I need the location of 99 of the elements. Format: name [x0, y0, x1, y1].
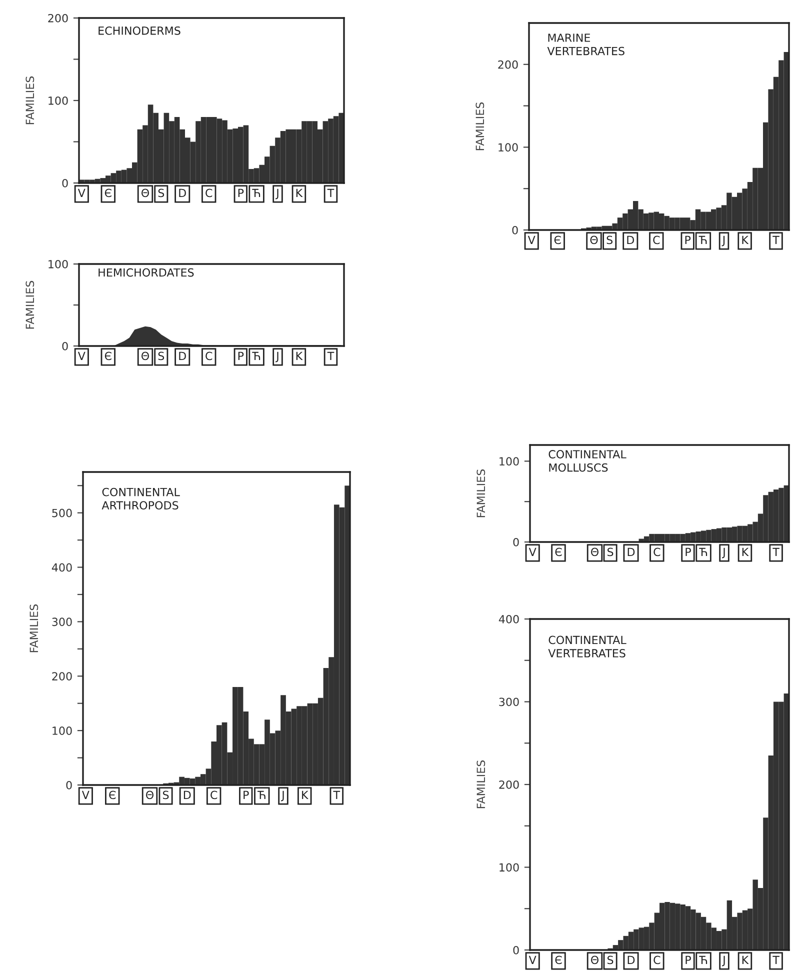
x-tick-label: V: [78, 352, 86, 360]
y-tick-label: 0: [513, 946, 519, 954]
x-tick-label: P: [686, 956, 691, 964]
x-tick-label: Θ: [591, 548, 598, 556]
x-tick-label: D: [179, 352, 186, 360]
x-tick-label: T: [772, 236, 780, 244]
x-tick-label: J: [722, 236, 725, 246]
x-tick-label: V: [82, 790, 90, 799]
x-tick-label: J: [722, 956, 725, 966]
y-axis-title: FAMILIES: [26, 76, 34, 124]
x-tick-label: Є: [104, 188, 112, 198]
y-tick-label: 400: [498, 614, 519, 624]
y-tick-label: 0: [513, 538, 519, 546]
x-tick-label: S: [607, 548, 614, 556]
y-tick-label: 500: [52, 508, 72, 518]
y-tick-label: 200: [52, 672, 72, 681]
y-tick-label: 300: [52, 618, 72, 626]
x-tick-label: T: [327, 188, 334, 197]
x-tick-label: C: [653, 236, 660, 244]
x-tick-label: J: [276, 188, 278, 200]
y-tick-label: 100: [498, 143, 518, 152]
y-tick-label: 200: [48, 14, 68, 22]
x-tick-label: T: [327, 352, 334, 360]
y-tick-label: 400: [52, 563, 72, 572]
x-tick-label: Θ: [590, 236, 598, 244]
x-tick-label: P: [238, 188, 244, 197]
y-tick-label: 300: [499, 698, 519, 706]
x-tick-label: K: [302, 790, 308, 799]
x-tick-label: C: [206, 352, 212, 360]
x-tick-label: J: [281, 790, 284, 802]
x-tick-label: C: [654, 548, 660, 556]
x-tick-label: C: [210, 790, 218, 800]
x-tick-label: Ћ: [252, 188, 260, 197]
x-tick-label: S: [158, 188, 164, 198]
x-tick-label: Є: [104, 352, 112, 360]
y-tick-label: 100: [500, 457, 519, 466]
x-tick-label: P: [685, 236, 691, 244]
x-tick-label: P: [686, 548, 691, 556]
text: CONTINENTAL ARTHROPODS: [102, 488, 180, 510]
y-tick-label: 0: [62, 178, 68, 188]
x-tick-label: D: [184, 790, 191, 799]
x-tick-label: K: [742, 548, 749, 556]
x-tick-label: Θ: [142, 352, 149, 360]
y-axis-title: FAMILIES: [476, 102, 484, 150]
x-tick-label: V: [78, 188, 86, 197]
x-tick-label: Ћ: [699, 548, 708, 556]
y-tick-label: 100: [48, 260, 68, 268]
x-tick-label: Ћ: [257, 790, 266, 799]
x-tick-label: Ћ: [698, 236, 707, 244]
x-tick-label: K: [742, 956, 749, 964]
x-tick-label: C: [654, 956, 660, 964]
x-tick-label: V: [528, 548, 536, 556]
y-tick-label: 0: [66, 780, 72, 790]
x-tick-label: S: [606, 236, 613, 244]
x-tick-label: V: [528, 956, 536, 964]
x-tick-label: T: [772, 548, 780, 556]
x-tick-label: S: [158, 352, 164, 360]
x-tick-label: Є: [555, 956, 562, 964]
chart-title: HEMICHORDATES: [98, 268, 194, 277]
y-tick-label: 200: [499, 780, 519, 789]
x-tick-label: Ћ: [699, 956, 708, 964]
x-tick-label: P: [238, 352, 244, 360]
y-axis-title: FAMILIES: [26, 280, 34, 329]
text: ECHINODERMS: [98, 26, 180, 35]
x-tick-label: V: [528, 236, 536, 244]
y-tick-label: 100: [48, 96, 68, 105]
y-tick-label: 0: [62, 342, 68, 350]
x-tick-label: D: [628, 956, 635, 964]
y-axis-title: FAMILIES: [30, 604, 38, 652]
y-axis-title: FAMILIES: [476, 760, 486, 808]
x-tick-label: C: [206, 188, 212, 198]
x-tick-label: J: [722, 548, 725, 558]
text: MARINE VERTEBRATES: [547, 34, 624, 56]
y-tick-label: 100: [500, 863, 519, 872]
y-tick-label: 200: [498, 60, 518, 69]
x-tick-label: T: [333, 790, 340, 799]
x-tick-label: Ћ: [252, 352, 260, 360]
y-tick-label: 100: [52, 726, 72, 735]
x-tick-label: T: [772, 956, 780, 964]
y-tick-label: 0: [512, 226, 518, 234]
x-tick-label: Є: [109, 790, 116, 800]
x-tick-label: P: [244, 790, 249, 799]
x-tick-label: S: [162, 790, 169, 800]
x-tick-label: Θ: [146, 790, 154, 800]
y-axis-title: FAMILIES: [476, 469, 486, 518]
x-tick-label: K: [296, 352, 303, 360]
x-tick-label: S: [607, 956, 614, 964]
x-tick-label: K: [296, 188, 303, 197]
x-tick-label: D: [627, 236, 634, 244]
x-tick-label: K: [742, 236, 749, 244]
x-tick-label: Є: [554, 236, 561, 244]
x-tick-label: Θ: [142, 188, 149, 198]
x-tick-label: D: [179, 188, 186, 197]
text: CONTINENTAL VERTEBRATES: [548, 636, 626, 658]
x-tick-label: Є: [555, 548, 562, 556]
x-tick-label: D: [628, 548, 635, 556]
text: CONTINENTAL MOLLUSCS: [548, 450, 626, 472]
x-tick-label: Θ: [591, 956, 598, 964]
x-tick-label: J: [276, 352, 278, 362]
